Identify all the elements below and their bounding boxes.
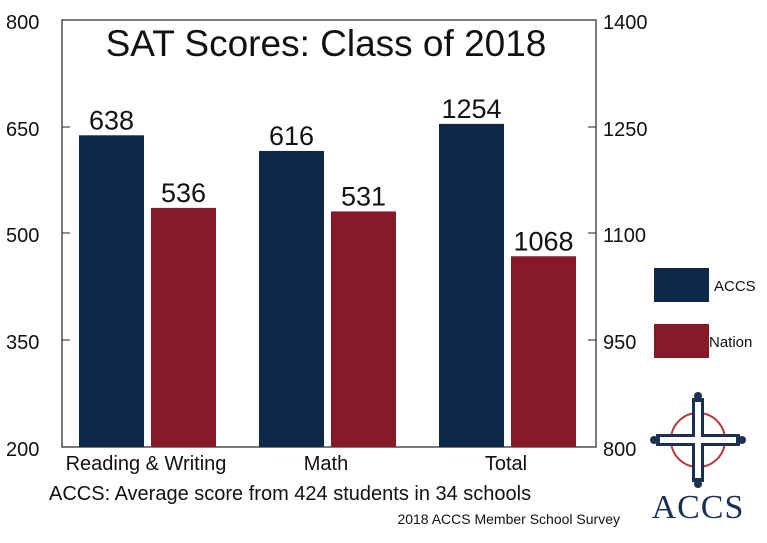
- category-label: Math: [304, 453, 348, 475]
- left-axis: 800 650 500 350 200: [6, 12, 70, 461]
- left-tick-label: 200: [6, 439, 39, 461]
- right-tick-label: 950: [603, 332, 636, 354]
- legend-label-accs: ACCS: [714, 278, 756, 295]
- bar-accs-1: [259, 150, 324, 448]
- left-tick-label: 800: [6, 12, 39, 34]
- chart-title: SAT Scores: Class of 2018: [106, 23, 547, 64]
- category-label: Reading & Writing: [66, 453, 227, 475]
- right-axis: 1400 1250 1100 950 800: [588, 12, 648, 461]
- bar-accs-0: [79, 135, 144, 448]
- footnote: ACCS: Average score from 424 students in…: [49, 483, 531, 505]
- source-note: 2018 ACCS Member School Survey: [397, 511, 620, 527]
- bars-group: [79, 123, 576, 448]
- left-tick-label: 650: [6, 119, 39, 141]
- value-label-nation-1: 531: [341, 181, 386, 211]
- legend-label-nation: Nation: [709, 334, 752, 351]
- logo-text: ACCS: [652, 489, 745, 526]
- category-label: Total: [485, 453, 527, 475]
- x-axis: Reading & Writing Math Total: [66, 453, 528, 475]
- right-tick-label: 1250: [603, 119, 648, 141]
- value-label-nation-2: 1068: [513, 226, 573, 256]
- accs-logo: ACCS: [650, 392, 746, 526]
- value-label-accs-2: 1254: [441, 94, 501, 124]
- bar-nation-0: [151, 207, 216, 447]
- left-tick-label: 500: [6, 225, 39, 247]
- value-label-nation-0: 536: [161, 178, 206, 208]
- value-label-accs-1: 616: [269, 121, 314, 151]
- legend-swatch-nation: [654, 324, 709, 358]
- left-tick-label: 350: [6, 332, 39, 354]
- bar-accs-2: [439, 123, 504, 448]
- legend: ACCS Nation: [654, 268, 756, 358]
- bar-nation-1: [331, 211, 396, 447]
- right-tick-label: 1100: [603, 225, 646, 247]
- right-tick-label: 1400: [603, 12, 648, 34]
- value-labels-group: 638 616 1254 536 531 1068: [89, 94, 574, 256]
- value-label-accs-0: 638: [89, 105, 134, 135]
- right-tick-label: 800: [603, 439, 636, 461]
- legend-swatch-accs: [654, 268, 709, 302]
- bar-nation-2: [511, 256, 576, 447]
- cross-emblem-icon: [650, 392, 746, 488]
